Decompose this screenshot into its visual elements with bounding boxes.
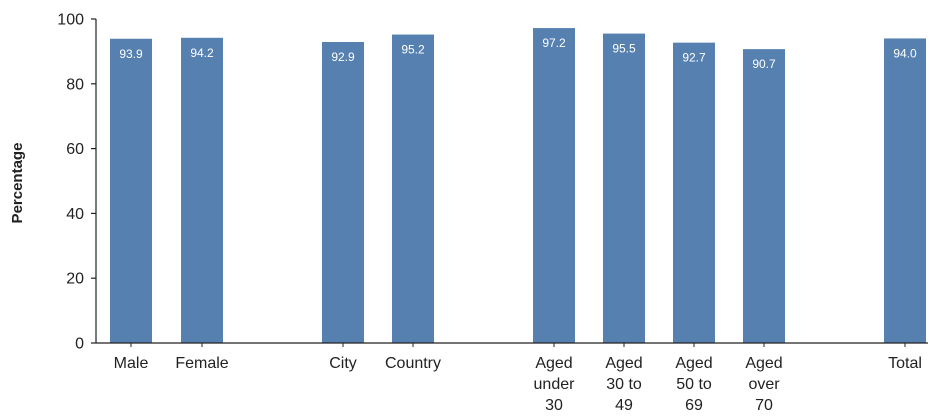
data-label: 92.7 [682, 51, 706, 65]
x-tick-label: Aged [605, 355, 642, 372]
x-axis: Male Female City Country Aged under 30 Aged 30 t… [114, 343, 922, 414]
y-tick-label: 60 [66, 141, 84, 158]
y-tick-label: 80 [66, 76, 84, 93]
x-tick-label: Male [114, 355, 149, 372]
x-tick-label: Aged [675, 355, 712, 372]
data-label: 95.2 [401, 43, 425, 57]
data-label: 94.0 [893, 46, 917, 60]
bar [603, 33, 645, 343]
y-tick-label: 40 [66, 206, 84, 223]
bar [392, 34, 434, 343]
x-tick-label: Total [888, 355, 922, 372]
bar [743, 49, 785, 344]
x-tick-label: 69 [685, 397, 703, 414]
bars: 93.9 94.2 92.9 95.2 97.2 95.5 92.7 90.7 94.0 [110, 28, 926, 344]
bar [181, 37, 223, 344]
bar [673, 42, 715, 343]
x-tick-label: Aged [745, 355, 782, 372]
bar [110, 38, 152, 343]
data-label: 90.7 [752, 57, 776, 71]
data-label: 92.9 [331, 50, 355, 64]
x-tick-label: 30 to [606, 376, 642, 393]
data-label: 95.5 [612, 42, 636, 56]
y-axis: 0 20 40 60 80 100 [57, 12, 96, 353]
x-tick-label: over [748, 376, 780, 393]
x-tick-label: 30 [545, 397, 563, 414]
data-label: 97.2 [542, 36, 566, 50]
y-tick-label: 100 [57, 12, 84, 29]
x-tick-label: Female [175, 355, 228, 372]
x-tick-label: under [534, 376, 576, 393]
y-axis-label: Percentage [9, 143, 26, 224]
data-label: 93.9 [119, 47, 143, 61]
data-label: 94.2 [190, 46, 214, 60]
y-tick-label: 20 [66, 271, 84, 288]
x-tick-label: Aged [535, 355, 572, 372]
x-tick-label: 50 to [676, 376, 712, 393]
y-tick-label: 0 [75, 336, 84, 353]
x-tick-label: 49 [615, 397, 633, 414]
bar [884, 38, 926, 343]
x-tick-label: Country [385, 355, 441, 372]
bar [322, 42, 364, 344]
x-tick-label: City [329, 355, 357, 372]
bar [533, 28, 575, 344]
x-tick-label: 70 [755, 397, 773, 414]
